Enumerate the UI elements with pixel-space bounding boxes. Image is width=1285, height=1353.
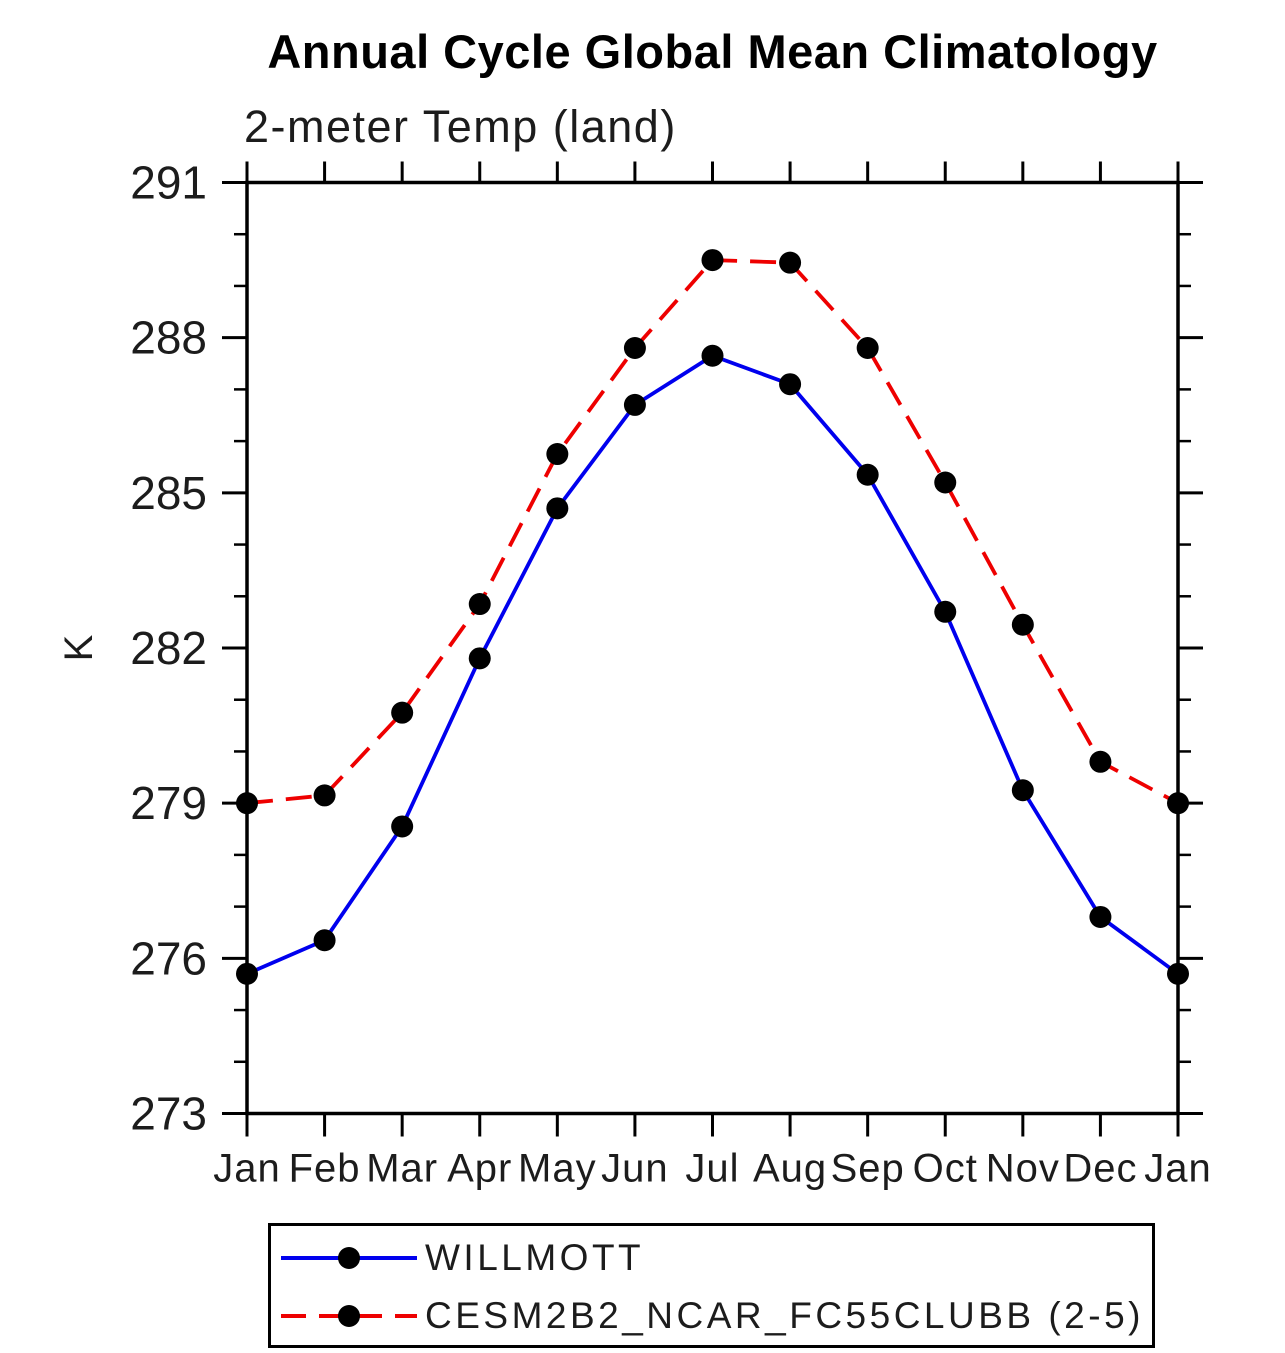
data-point-s1-3	[468, 593, 491, 616]
y-tick-label: 279	[130, 777, 207, 829]
data-point-s1-10	[1011, 613, 1034, 636]
x-tick-label: Sep	[831, 1147, 905, 1191]
y-axis-label: K	[57, 634, 101, 661]
legend-line-dashed-icon	[281, 1305, 417, 1327]
y-tick-label: 288	[130, 312, 207, 364]
legend-label-cesm2b2: CESM2B2_NCAR_FC55CLUBB (2-5)	[425, 1295, 1144, 1336]
x-tick-label: Jan	[213, 1147, 281, 1191]
data-point-s0-6	[701, 344, 724, 367]
y-tick-label: 276	[130, 932, 207, 984]
series-line-0	[246, 353, 1180, 976]
y-tick-label: 273	[130, 1088, 207, 1140]
data-point-s0-9	[934, 600, 957, 623]
data-point-s0-3	[468, 647, 491, 670]
data-point-s0-8	[856, 463, 879, 486]
x-tick-label: Feb	[289, 1147, 361, 1191]
x-tick-label: Dec	[1063, 1147, 1137, 1191]
data-point-s0-11	[1089, 905, 1112, 928]
y-tick-label: 285	[130, 467, 207, 519]
y-tick-label: 291	[130, 157, 207, 209]
data-point-s1-0	[236, 792, 258, 815]
legend-label-willmott: WILLMOTT	[425, 1237, 645, 1278]
plot-frame	[245, 180, 1180, 1116]
data-point-s0-2	[391, 815, 414, 838]
x-tick-label: Jun	[601, 1147, 669, 1191]
legend-row-willmott: WILLMOTT	[273, 1228, 644, 1288]
x-tick-label: May	[518, 1147, 597, 1191]
data-point-s1-1	[313, 784, 336, 807]
data-point-s1-7	[779, 251, 802, 274]
series-line-1	[246, 258, 1179, 806]
legend-line-solid-icon	[281, 1247, 417, 1269]
data-point-s0-12	[1167, 962, 1189, 985]
x-tick-label: Jul	[685, 1147, 739, 1191]
x-tick-label: Jan	[1144, 1147, 1212, 1191]
data-point-s1-8	[856, 337, 879, 360]
data-point-s1-11	[1089, 750, 1112, 773]
x-tick-label: Nov	[986, 1147, 1060, 1191]
data-point-s0-7	[779, 373, 802, 396]
data-point-s0-5	[623, 393, 646, 416]
x-tick-label: Aug	[753, 1147, 827, 1191]
data-point-s0-10	[1011, 779, 1034, 802]
data-point-s0-0	[236, 962, 258, 985]
data-point-s1-9	[934, 471, 957, 494]
data-point-s1-6	[701, 249, 724, 272]
data-point-s1-5	[623, 337, 646, 360]
x-tick-label: Mar	[366, 1147, 438, 1191]
y-tick-label: 282	[130, 622, 207, 674]
legend-row-cesm2b2: CESM2B2_NCAR_FC55CLUBB (2-5)	[273, 1286, 1144, 1346]
data-point-s0-1	[313, 929, 336, 952]
data-point-s1-12	[1167, 792, 1189, 815]
data-point-s0-4	[546, 497, 569, 520]
x-tick-label: Apr	[447, 1147, 512, 1191]
data-point-s1-2	[391, 701, 414, 724]
chart-subtitle: 2-meter Temp (land)	[244, 101, 677, 152]
data-point-s1-4	[546, 443, 569, 466]
x-tick-label: Oct	[913, 1147, 978, 1191]
chart-title: Annual Cycle Global Mean Climatology	[267, 25, 1158, 78]
legend: WILLMOTT CESM2B2_NCAR_FC55CLUBB (2-5)	[268, 1223, 1155, 1348]
